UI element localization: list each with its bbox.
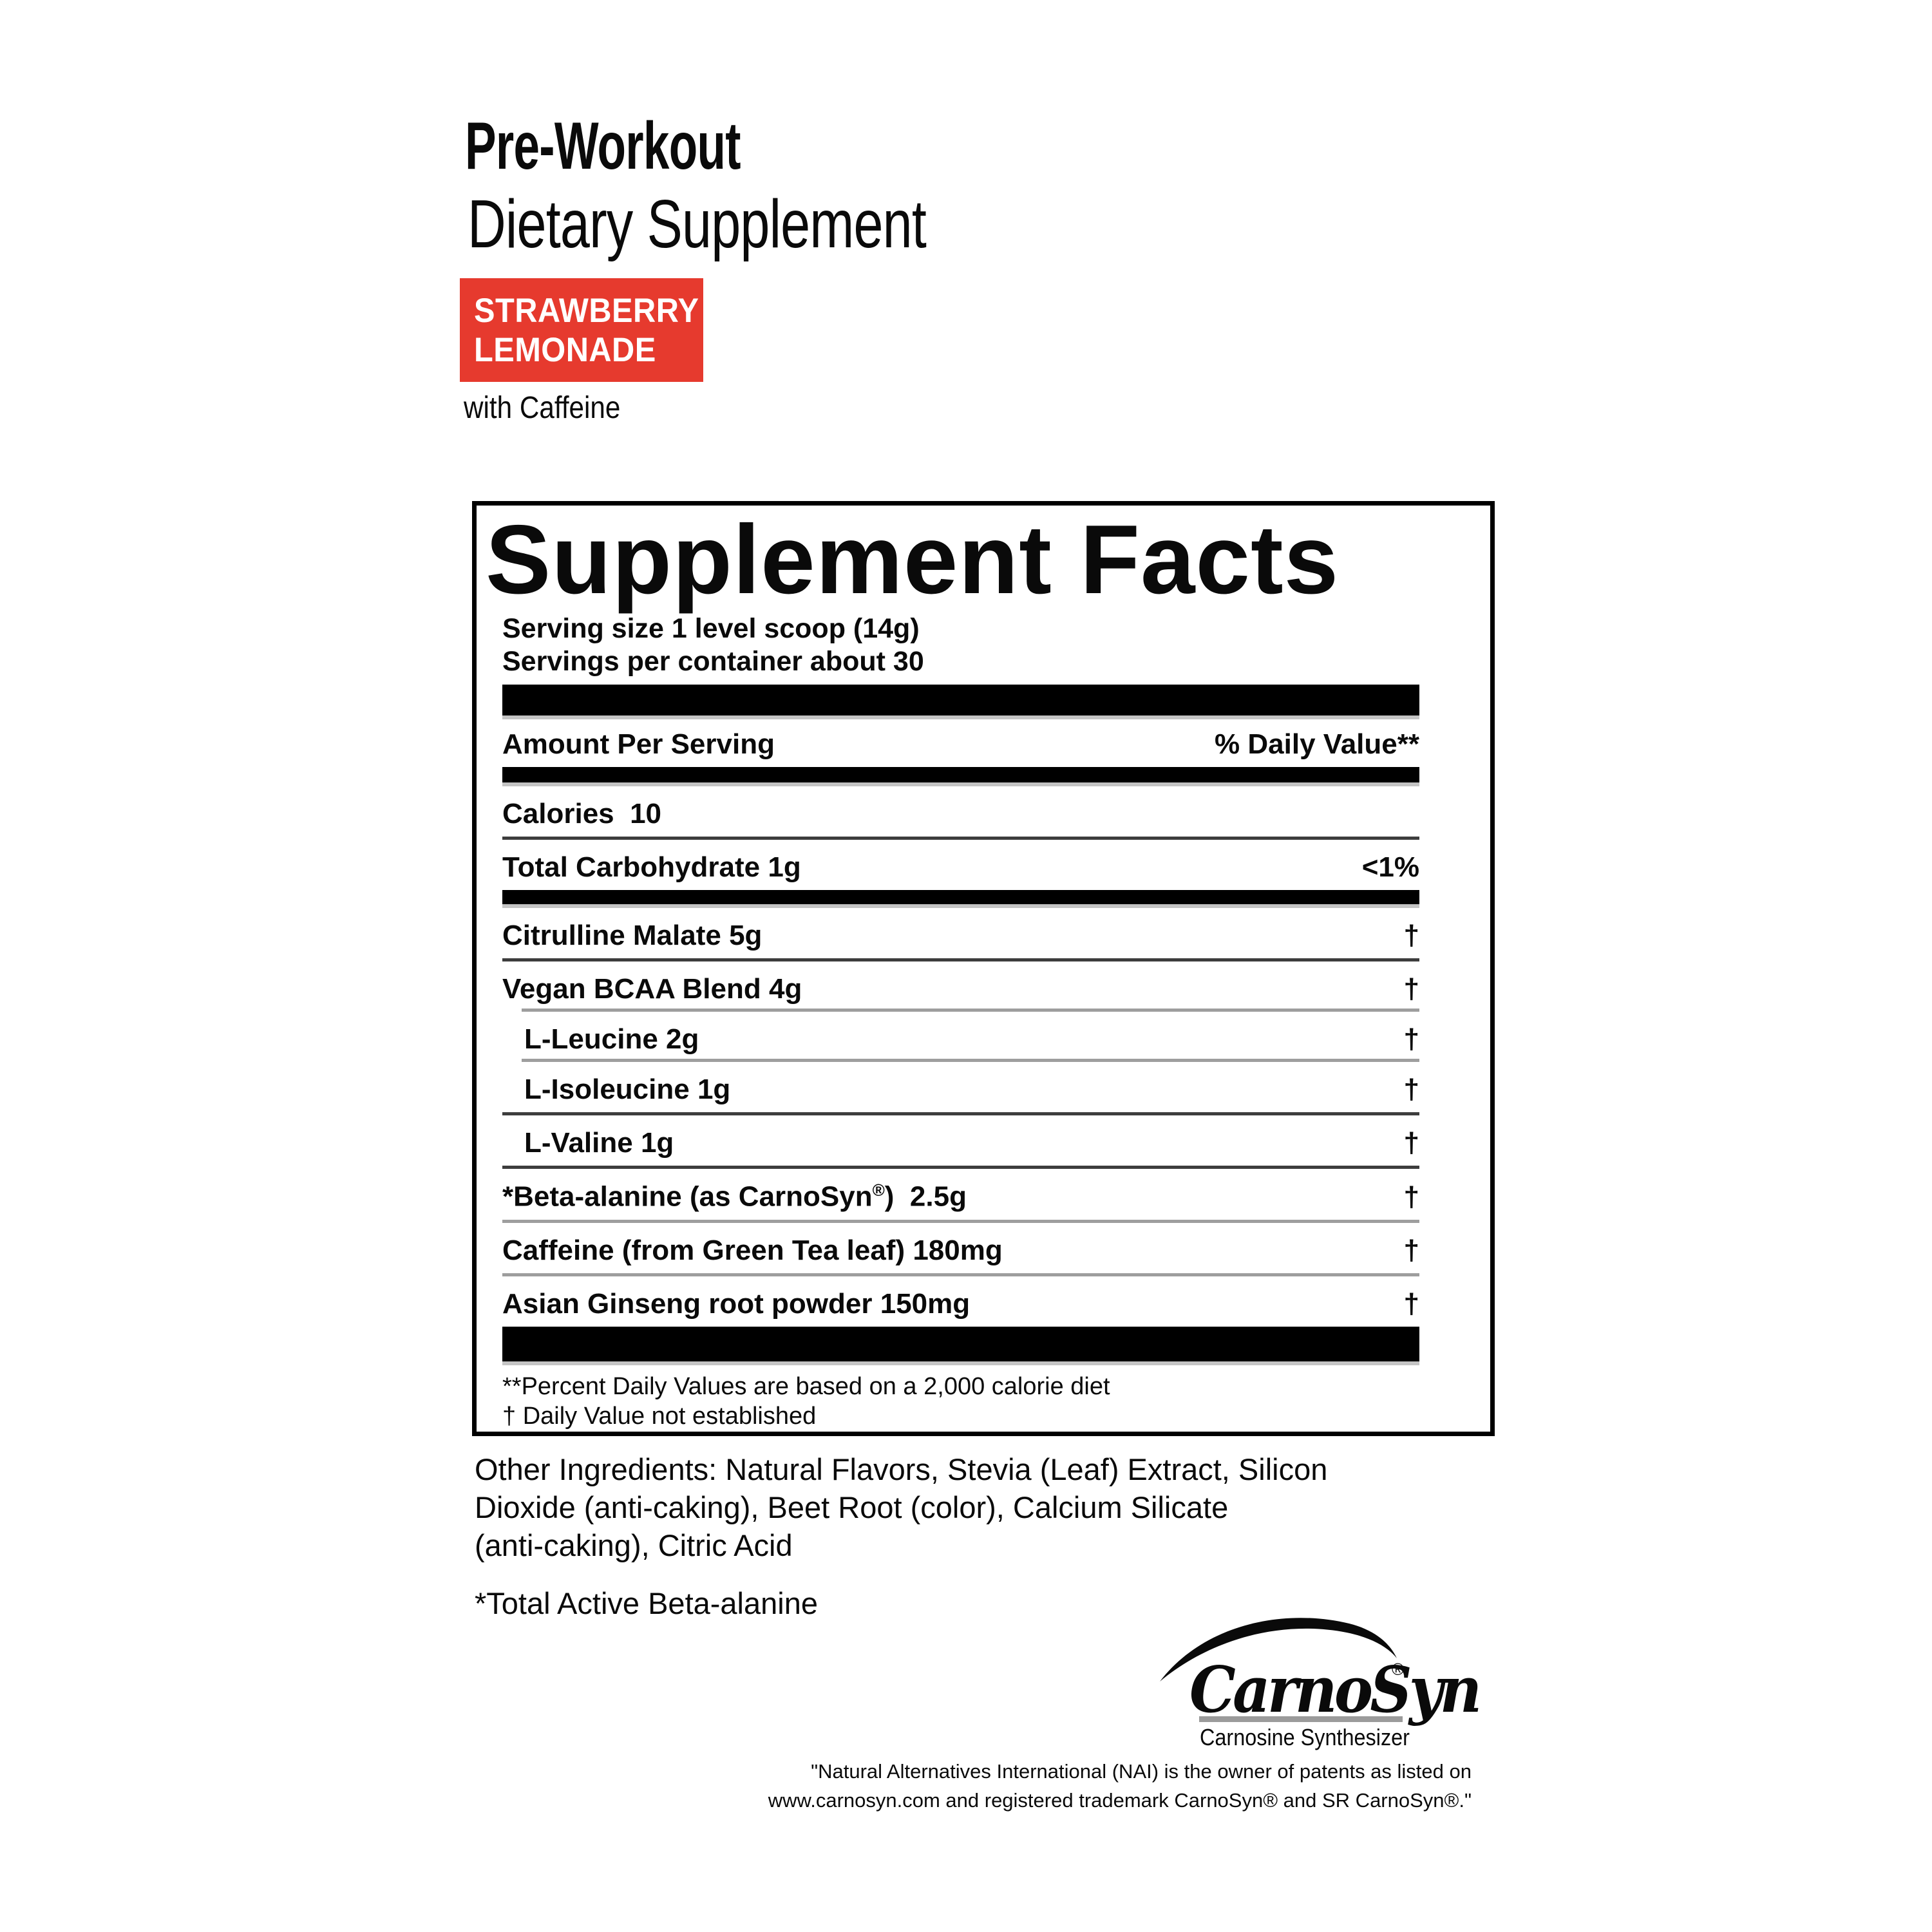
- table-row-vegan-bcaa-blend: Vegan BCAA Blend 4g †: [502, 961, 1419, 1012]
- table-row-l-valine: L-Valine 1g †: [502, 1115, 1419, 1169]
- flavor-line2: LEMONADE: [474, 331, 656, 369]
- row-daily-value: †: [1403, 1287, 1419, 1320]
- row-daily-value: †: [1403, 1074, 1419, 1105]
- carnosyn-logo: CarnoSyn ® Carnosine Synthesizer: [1156, 1613, 1482, 1755]
- row-label: Total Carbohydrate 1g: [502, 851, 801, 883]
- row-label: Citrulline Malate 5g: [502, 920, 762, 951]
- other-ingredients: Other Ingredients: Natural Flavors, Stev…: [475, 1452, 1328, 1562]
- table-header-row: Amount Per Serving % Daily Value**: [502, 719, 1419, 767]
- row-daily-value: <1%: [1361, 851, 1419, 883]
- registered-mark: ®: [872, 1180, 885, 1200]
- carnosyn-tagline: Carnosine Synthesizer: [1200, 1724, 1410, 1750]
- row-daily-value: †: [1403, 1234, 1419, 1266]
- serving-size: Serving size 1 level scoop (14g): [502, 613, 920, 644]
- product-subtitle: Dietary Supplement: [468, 186, 927, 262]
- amount-per-serving-header: Amount Per Serving: [502, 728, 775, 760]
- table-row-citrulline-malate: Citrulline Malate 5g †: [502, 908, 1419, 961]
- divider-bar-top: [502, 685, 1419, 719]
- row-daily-value: †: [1403, 1127, 1419, 1159]
- table-row-l-isoleucine: L-Isoleucine 1g †: [502, 1062, 1419, 1115]
- total-active-note: *Total Active Beta-alanine: [475, 1586, 818, 1620]
- registered-mark-icon: ®: [1392, 1660, 1405, 1679]
- table-row-calories: Calories 10: [502, 786, 1419, 840]
- table-row-total-carbohydrate: Total Carbohydrate 1g <1%: [502, 840, 1419, 890]
- row-daily-value: †: [1403, 973, 1419, 1005]
- logo-underline: [1199, 1716, 1403, 1722]
- product-title: Pre-Workout: [465, 109, 741, 184]
- beta-alanine-amount: ) 2.5g: [884, 1180, 967, 1213]
- daily-value-header: % Daily Value**: [1215, 728, 1419, 760]
- flavor-line1: STRAWBERRY: [474, 292, 699, 330]
- row-daily-value: †: [1403, 1023, 1419, 1055]
- row-label: Calories 10: [502, 798, 662, 829]
- caffeine-note: with Caffeine: [464, 391, 621, 425]
- table-row-asian-ginseng: Asian Ginseng root powder 150mg †: [502, 1276, 1419, 1327]
- row-label: L-Valine 1g: [524, 1127, 674, 1159]
- servings-per-container: Servings per container about 30: [502, 646, 924, 677]
- table-row-caffeine: Caffeine (from Green Tea leaf) 180mg †: [502, 1223, 1419, 1276]
- beta-alanine-text: *Beta-alanine (as CarnoSyn: [502, 1180, 873, 1213]
- table-row-beta-alanine: *Beta-alanine (as CarnoSyn®) 2.5g †: [502, 1169, 1419, 1223]
- row-label: Vegan BCAA Blend 4g: [502, 973, 802, 1005]
- row-label: L-Leucine 2g: [524, 1023, 699, 1055]
- daily-value-footnotes: **Percent Daily Values are based on a 2,…: [502, 1372, 1110, 1430]
- row-label: Caffeine (from Green Tea leaf) 180mg: [502, 1234, 1003, 1266]
- table-row-l-leucine: L-Leucine 2g †: [502, 1012, 1419, 1062]
- divider-bar-mid: [502, 890, 1419, 908]
- supplement-facts-panel: Supplement Facts Serving size 1 level sc…: [472, 501, 1495, 1436]
- patent-legal-note: "Natural Alternatives International (NAI…: [768, 1760, 1472, 1812]
- divider-bar-header: [502, 767, 1419, 786]
- row-daily-value: †: [1403, 920, 1419, 951]
- row-label: Asian Ginseng root powder 150mg: [502, 1287, 971, 1320]
- divider-bar-bottom: [502, 1326, 1419, 1365]
- row-label: *Beta-alanine (as CarnoSyn®) 2.5g: [502, 1180, 967, 1213]
- row-daily-value: †: [1403, 1180, 1419, 1213]
- carnosyn-wordmark: CarnoSyn: [1189, 1653, 1482, 1727]
- row-label: L-Isoleucine 1g: [524, 1074, 731, 1105]
- supplement-facts-title: Supplement Facts: [486, 505, 1340, 614]
- carnosyn-swoosh-icon: [1160, 1618, 1397, 1681]
- flavor-badge: STRAWBERRY LEMONADE: [460, 278, 703, 382]
